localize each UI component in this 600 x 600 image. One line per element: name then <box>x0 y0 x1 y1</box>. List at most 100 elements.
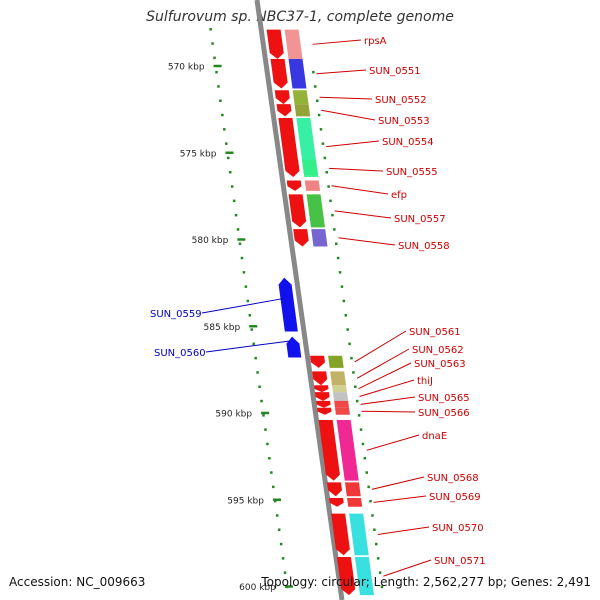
guide-dot <box>359 428 363 431</box>
ruler-dot <box>272 485 275 489</box>
guide-dot <box>338 271 342 274</box>
gene-feature-block <box>288 59 307 89</box>
guide-dot <box>361 442 365 446</box>
guide-dot <box>317 113 321 117</box>
ruler-dot <box>283 571 287 574</box>
ruler-dot <box>228 171 232 174</box>
gene-label: SUN_0563 <box>414 359 466 370</box>
guide-dot <box>314 85 317 88</box>
guide-dot <box>346 328 349 331</box>
ruler-tick-label: 575 kbp <box>180 149 217 159</box>
guide-dot <box>369 499 372 503</box>
ruler-dot <box>230 185 234 188</box>
gene-leader-line <box>321 109 376 121</box>
gene-label: SUN_0554 <box>382 137 434 148</box>
gene-leader-line <box>383 559 432 577</box>
gene-leader-line <box>356 348 410 379</box>
guide-dot <box>333 228 336 231</box>
ruler-dot <box>254 356 257 360</box>
guide-dot <box>342 299 346 303</box>
backbone-line <box>254 0 345 600</box>
ruler-dot <box>211 42 214 45</box>
gene-arrow <box>329 498 344 507</box>
gene-feature-block <box>332 385 347 393</box>
topology-text: Topology: circular; Length: 2,562,277 bp… <box>261 575 591 589</box>
gene-leader-line <box>373 495 427 503</box>
ruler-dot <box>260 399 263 403</box>
gene-arrow <box>331 513 350 556</box>
gene-arrow <box>326 482 343 497</box>
gene-arrow <box>283 159 300 178</box>
ruler-dot <box>270 471 273 474</box>
gene-label: SUN_0570 <box>432 523 484 534</box>
ruler-tick-label: 580 kbp <box>192 236 229 246</box>
gene-feature-block <box>349 513 369 556</box>
gene-label: SUN_0568 <box>427 473 479 484</box>
guide-dot <box>348 342 351 346</box>
guide-dot <box>325 171 328 174</box>
gene-leader-line <box>331 185 389 195</box>
ruler-dot <box>250 328 253 331</box>
guide-dot <box>371 514 374 517</box>
gene-arrow <box>314 385 329 393</box>
gene-feature-block <box>306 194 325 228</box>
gene-label: SUN_0565 <box>418 393 470 404</box>
gene-arrow <box>274 90 290 105</box>
ruler-dot <box>238 242 242 245</box>
gene-arrow <box>318 419 340 481</box>
gene-leader-line <box>366 434 420 451</box>
gene-label: dnaE <box>422 431 447 442</box>
gene-leader-line <box>329 167 384 172</box>
gene-arrow <box>286 180 302 191</box>
gene-arrow <box>293 229 309 247</box>
gene-arrow-reverse <box>286 336 302 358</box>
ruler-dot <box>226 156 230 160</box>
gene-leader-line <box>358 362 412 390</box>
gene-arrow <box>288 194 307 228</box>
guide-dot <box>355 399 359 403</box>
gene-feature-block <box>332 392 349 401</box>
ruler-dot <box>281 557 285 560</box>
ruler-dot <box>215 70 218 74</box>
ruler-dot <box>234 213 238 217</box>
gene-label: SUN_0562 <box>412 345 464 356</box>
gene-label: SUN_0558 <box>398 241 450 252</box>
guide-dot <box>334 242 338 245</box>
guide-dot <box>321 142 325 145</box>
gene-leader-line <box>360 396 416 405</box>
ruler-dot <box>246 299 250 303</box>
gene-leader-line <box>316 69 367 75</box>
ruler-dot <box>252 342 255 346</box>
ruler-tick-label: 570 kbp <box>168 63 205 73</box>
guide-dot <box>331 213 334 217</box>
gene-label: SUN_0561 <box>409 327 461 338</box>
gene-leader-line <box>326 140 380 148</box>
ruler-dot <box>279 542 283 546</box>
gene-arrow <box>314 392 330 401</box>
ruler-dot <box>219 99 222 102</box>
gene-arrow-reverse <box>278 277 298 332</box>
gene-leader-line <box>377 526 430 535</box>
ruler-dot <box>266 442 269 446</box>
ruler-dot <box>248 314 252 317</box>
guide-dot <box>329 199 332 203</box>
ruler-dot <box>213 56 216 60</box>
guide-dot <box>315 99 319 102</box>
guide-dot <box>319 128 323 131</box>
guide-dot <box>352 371 355 374</box>
guide-dot <box>373 528 376 531</box>
guide-dot <box>344 314 348 317</box>
diagram-title: Sulfurovum sp. NBC37-1, complete genome <box>146 9 454 25</box>
gene-feature-block <box>330 371 347 386</box>
ruler-dot <box>262 414 265 417</box>
gene-leader-line <box>201 298 284 314</box>
guide-dot <box>365 471 368 474</box>
gene-arrow <box>310 355 325 368</box>
guide-dot <box>336 256 340 260</box>
gene-leader-line <box>319 96 373 100</box>
gene-leader-line <box>205 340 289 353</box>
gene-leader-line <box>371 476 425 490</box>
ruler-dot <box>217 85 220 88</box>
gene-leader-line <box>359 379 415 397</box>
guide-dot <box>380 585 384 589</box>
